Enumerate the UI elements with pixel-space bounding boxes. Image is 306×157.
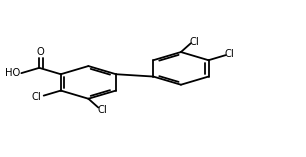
Text: Cl: Cl — [31, 92, 41, 102]
Text: Cl: Cl — [189, 37, 199, 47]
Text: O: O — [36, 47, 44, 57]
Text: Cl: Cl — [97, 105, 107, 115]
Text: Cl: Cl — [224, 49, 234, 59]
Text: HO: HO — [5, 68, 20, 78]
